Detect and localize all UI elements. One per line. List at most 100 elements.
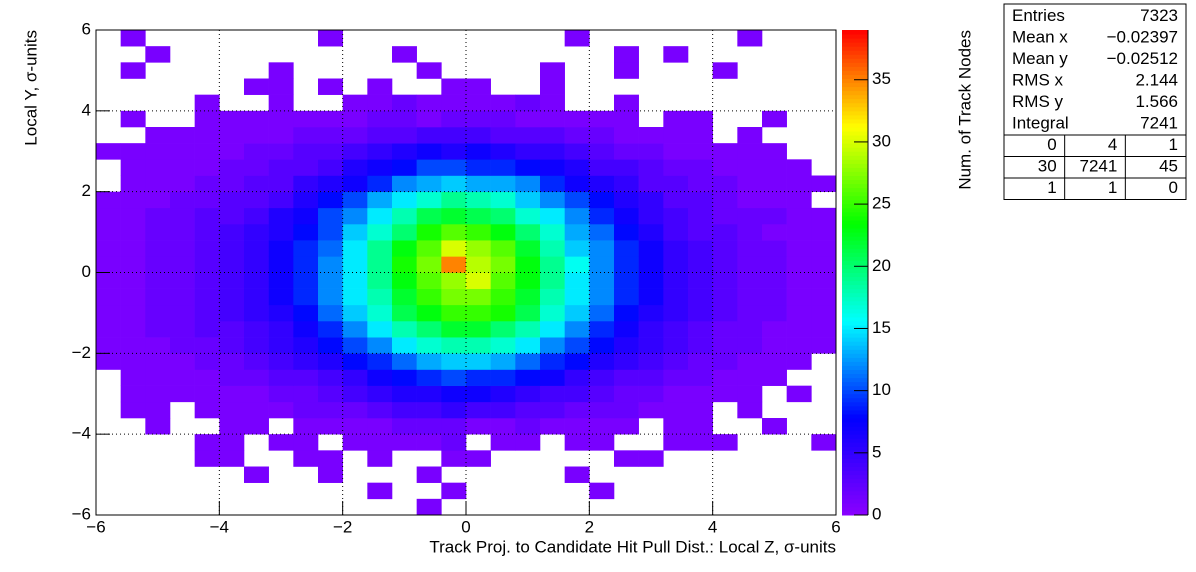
cell	[589, 369, 615, 386]
cell	[194, 288, 220, 306]
cell	[589, 482, 615, 500]
colorbar-step	[842, 147, 868, 152]
cell	[318, 224, 343, 241]
cell	[515, 240, 541, 257]
cell	[367, 78, 393, 95]
cell	[120, 159, 146, 176]
cell	[219, 256, 245, 273]
cell	[663, 240, 689, 257]
cell	[663, 191, 689, 209]
cell	[145, 337, 171, 354]
cell	[614, 272, 639, 289]
cell	[96, 256, 121, 273]
cell	[762, 304, 787, 322]
cell	[120, 191, 146, 209]
cell	[170, 191, 195, 209]
cell	[712, 175, 738, 192]
cell	[145, 385, 171, 403]
cell	[762, 418, 787, 435]
cell	[170, 207, 195, 225]
cell	[614, 240, 639, 257]
cell	[342, 304, 368, 322]
cell	[170, 159, 195, 176]
cell	[688, 256, 713, 273]
cell	[194, 272, 220, 289]
colorbar-step	[842, 462, 868, 467]
cell	[515, 288, 541, 306]
x-axis-title: Track Proj. to Candidate Hit Pull Dist.:…	[429, 537, 836, 556]
colorbar-step	[842, 46, 868, 51]
cell	[342, 110, 368, 128]
cell	[219, 418, 245, 435]
stats-cell: 4	[1108, 135, 1117, 154]
colorbar-step	[842, 494, 868, 500]
cell	[614, 321, 639, 338]
colorbar-step	[842, 244, 868, 249]
cell	[540, 127, 565, 144]
cell	[392, 46, 417, 63]
colorbar-step	[842, 139, 868, 144]
cell	[244, 127, 269, 144]
cell	[120, 143, 146, 160]
cell	[466, 288, 491, 306]
cell	[416, 321, 442, 338]
cell	[219, 288, 245, 306]
cell	[540, 224, 565, 241]
cell	[737, 304, 763, 322]
cell	[342, 256, 368, 273]
cell	[564, 353, 590, 370]
cell	[490, 207, 516, 225]
cell	[244, 207, 269, 225]
cell	[392, 94, 417, 112]
cell	[194, 434, 220, 451]
colorbar-step	[842, 78, 868, 84]
colorbar-step	[842, 183, 868, 189]
cell	[712, 353, 738, 370]
cell	[268, 191, 294, 209]
cell	[663, 46, 689, 63]
cell	[268, 62, 294, 79]
cell	[638, 143, 664, 160]
cell	[441, 94, 467, 112]
cell	[416, 385, 442, 403]
cell	[638, 191, 664, 209]
cell	[540, 94, 565, 112]
cell	[786, 337, 812, 354]
cell	[564, 30, 590, 47]
cell	[614, 191, 639, 209]
cell	[120, 272, 146, 289]
cell	[737, 143, 763, 160]
cell	[416, 62, 442, 79]
cell	[614, 385, 639, 403]
cell	[441, 401, 467, 419]
cell	[293, 450, 319, 467]
cell	[342, 224, 368, 241]
cell	[170, 272, 195, 289]
cell	[564, 401, 590, 419]
cell	[367, 94, 393, 112]
cell	[466, 321, 491, 338]
cell	[614, 337, 639, 354]
colorbar-step	[842, 300, 868, 306]
cell	[342, 272, 368, 289]
colorbar-step	[842, 224, 868, 229]
colorbar-step	[842, 510, 868, 516]
cell	[638, 272, 664, 289]
colorbar-step	[842, 62, 868, 67]
x-tick-label: −2	[333, 517, 352, 536]
z-tick-label: 25	[872, 194, 891, 213]
cell	[293, 159, 319, 176]
cell	[589, 256, 615, 273]
cell	[268, 256, 294, 273]
cell	[342, 159, 368, 176]
y-tick-label: −4	[72, 424, 91, 443]
colorbar-step	[842, 203, 868, 209]
cell	[441, 175, 467, 192]
cell	[219, 434, 245, 451]
cell	[663, 288, 689, 306]
colorbar-step	[842, 219, 868, 225]
colorbar-step	[842, 82, 868, 88]
cell	[614, 418, 639, 435]
cell	[490, 353, 516, 370]
cell	[416, 94, 442, 112]
